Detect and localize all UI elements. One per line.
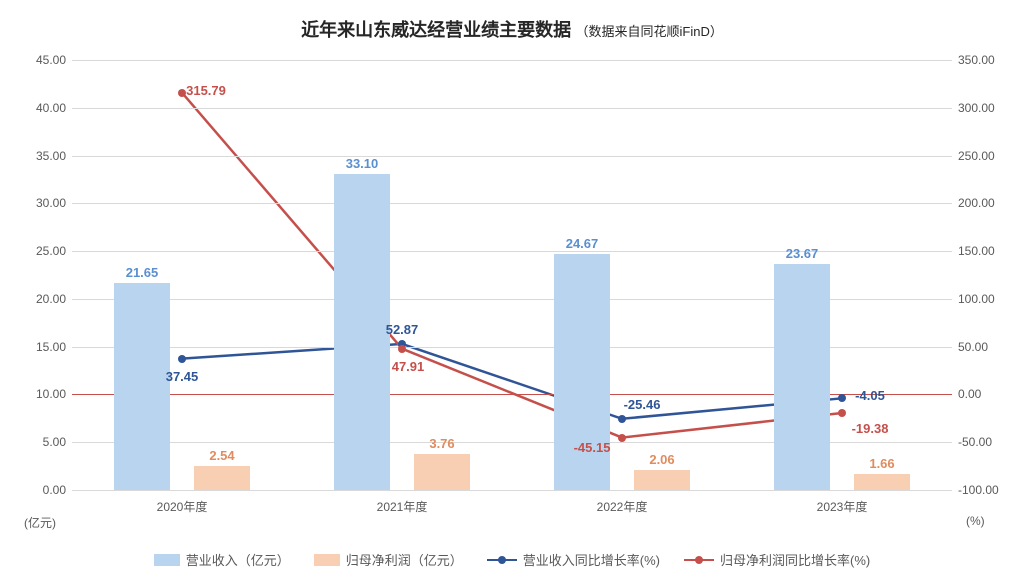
bar-revenue [334,174,390,490]
y-left-tick: 10.00 [16,387,66,401]
y-right-tick: -50.00 [958,435,1008,449]
y-left-tick: 5.00 [16,435,66,449]
y-axis-left: 0.005.0010.0015.0020.0025.0030.0035.0040… [16,60,72,490]
marker-profit_growth [618,434,626,442]
bar-label-profit: 3.76 [429,436,454,451]
line-label-profit_growth: -45.15 [574,440,611,455]
x-tick: 2023年度 [817,498,868,515]
bar-revenue [554,254,610,490]
combo-chart: 近年来山东威达经营业绩主要数据 （数据来自同花顺iFinD） 21.65 33.1… [0,0,1024,576]
legend-swatch-line [487,559,517,561]
line-label-revenue_growth: -25.46 [624,397,661,412]
line-label-revenue_growth: -4.05 [855,388,885,403]
line-label-profit_growth: -19.38 [852,421,889,436]
legend-label: 归母净利润（亿元） [346,550,463,569]
y-right-tick: 250.00 [958,149,1008,163]
y-right-tick: 50.00 [958,340,1008,354]
legend-label: 营业收入（亿元） [186,550,290,569]
gridline [72,60,952,61]
y-right-tick: 150.00 [958,244,1008,258]
bar-profit [194,466,250,490]
bar-label-revenue: 23.67 [786,246,819,261]
y-axis-right: -100.00-50.000.0050.00100.00150.00200.00… [952,60,1008,490]
bar-label-revenue: 21.65 [126,265,159,280]
y-left-tick: 45.00 [16,53,66,67]
x-tick: 2022年度 [597,498,648,515]
legend-item-profit: 归母净利润（亿元） [314,550,463,569]
legend-marker-icon [695,556,703,564]
y-right-tick: 300.00 [958,101,1008,115]
y-right-tick: 350.00 [958,53,1008,67]
x-tick: 2021年度 [377,498,428,515]
bar-profit [414,454,470,490]
line-label-profit_growth: 47.91 [392,359,425,374]
x-tick: 2020年度 [157,498,208,515]
gridline [72,156,952,157]
title-sub: （数据来自同花顺iFinD） [576,24,723,39]
gridline [72,108,952,109]
legend-swatch-rect [154,554,180,566]
chart-title: 近年来山东威达经营业绩主要数据 （数据来自同花顺iFinD） [0,16,1024,42]
gridline [72,490,952,491]
bar-profit [634,470,690,490]
title-main: 近年来山东威达经营业绩主要数据 [301,20,571,40]
y-left-tick: 40.00 [16,101,66,115]
marker-revenue_growth [618,415,626,423]
legend-item-profit_growth: 归母净利润同比增长率(%) [684,550,870,569]
legend-swatch-rect [314,554,340,566]
plot-area: 21.65 33.10 24.67 23.67 2.54 3.76 2.06 1.66 37.4… [72,60,952,490]
bar-label-revenue: 24.67 [566,236,599,251]
gridline [72,251,952,252]
legend-label: 营业收入同比增长率(%) [523,550,660,569]
line-label-revenue_growth: 37.45 [166,369,199,384]
y-left-tick: 30.00 [16,196,66,210]
y-left-tick: 0.00 [16,483,66,497]
bar-revenue [774,264,830,490]
line-profit_growth [182,93,842,438]
legend-swatch-line [684,559,714,561]
bar-label-profit: 2.54 [209,448,234,463]
y-right-tick: 100.00 [958,292,1008,306]
marker-profit_growth [398,345,406,353]
legend-marker-icon [498,556,506,564]
bar-profit [854,474,910,490]
line-label-revenue_growth: 52.87 [386,322,419,337]
y-left-tick: 20.00 [16,292,66,306]
gridline [72,203,952,204]
y-right-tick: 0.00 [958,387,1008,401]
legend-item-revenue: 营业收入（亿元） [154,550,290,569]
legend-label: 归母净利润同比增长率(%) [720,550,870,569]
bar-label-profit: 1.66 [869,456,894,471]
unit-right-label: (%) [966,514,985,528]
bar-revenue [114,283,170,490]
marker-revenue_growth [838,394,846,402]
y-left-tick: 25.00 [16,244,66,258]
legend-item-revenue_growth: 营业收入同比增长率(%) [487,550,660,569]
y-right-tick: -100.00 [958,483,1008,497]
line-revenue_growth [182,344,842,419]
legend: 营业收入（亿元） 归母净利润（亿元） 营业收入同比增长率(%) 归母净利润同比增长率(… [0,550,1024,569]
marker-profit_growth [838,409,846,417]
y-left-tick: 15.00 [16,340,66,354]
y-right-tick: 200.00 [958,196,1008,210]
marker-revenue_growth [178,355,186,363]
y-left-tick: 35.00 [16,149,66,163]
line-label-profit_growth: 315.79 [186,83,226,98]
bar-label-revenue: 33.10 [346,156,379,171]
unit-left-label: (亿元) [24,514,56,531]
marker-profit_growth [178,89,186,97]
bar-label-profit: 2.06 [649,452,674,467]
